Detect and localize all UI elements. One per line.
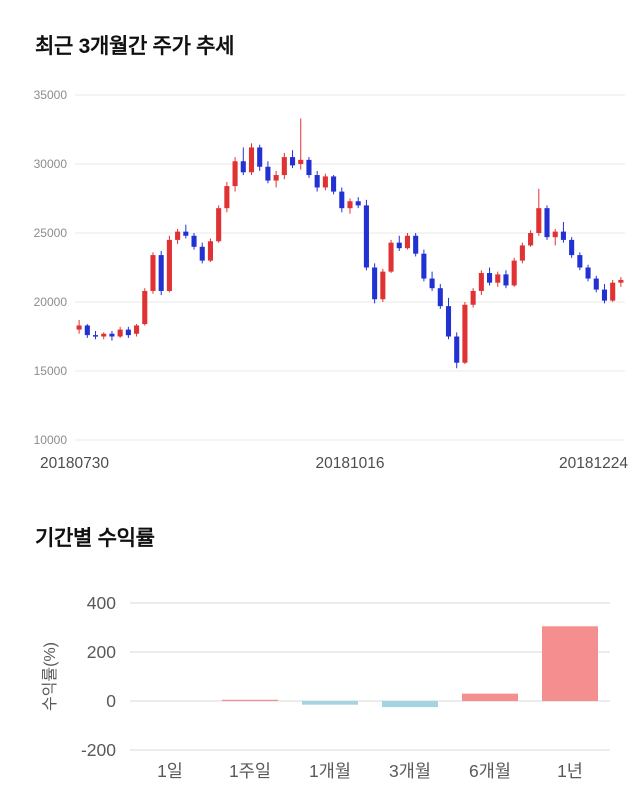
returns-bar-chart: 400 200 0 -200 1일 1주일 1개월 3개월 6개월 1년 수익률(%) (41, 593, 610, 781)
svg-text:-200: -200 (81, 740, 116, 760)
svg-text:35000: 35000 (34, 88, 68, 102)
svg-text:15000: 15000 (34, 364, 68, 378)
svg-text:0: 0 (106, 691, 116, 711)
svg-text:20000: 20000 (34, 295, 68, 309)
svg-text:1개월: 1개월 (309, 761, 351, 781)
period-returns-title: 기간별 수익률 (35, 527, 155, 550)
svg-text:20181224: 20181224 (559, 455, 628, 472)
svg-text:200: 200 (87, 642, 116, 662)
svg-text:1주일: 1주일 (229, 761, 271, 781)
svg-text:수익률(%): 수익률(%) (41, 642, 59, 711)
price-trend-title: 최근 3개월간 주가 추세 (35, 35, 235, 58)
svg-text:6개월: 6개월 (469, 761, 511, 781)
svg-text:3개월: 3개월 (389, 761, 431, 781)
svg-text:30000: 30000 (34, 157, 68, 171)
candlestick-chart: 35000 30000 25000 20000 15000 10000 20180730 20… (34, 88, 629, 472)
svg-text:10000: 10000 (34, 433, 68, 447)
svg-text:20180730: 20180730 (40, 455, 109, 472)
svg-text:1일: 1일 (157, 761, 183, 781)
svg-text:20181016: 20181016 (316, 455, 385, 472)
svg-text:1년: 1년 (557, 761, 583, 781)
svg-text:400: 400 (87, 593, 116, 613)
svg-text:25000: 25000 (34, 226, 68, 240)
